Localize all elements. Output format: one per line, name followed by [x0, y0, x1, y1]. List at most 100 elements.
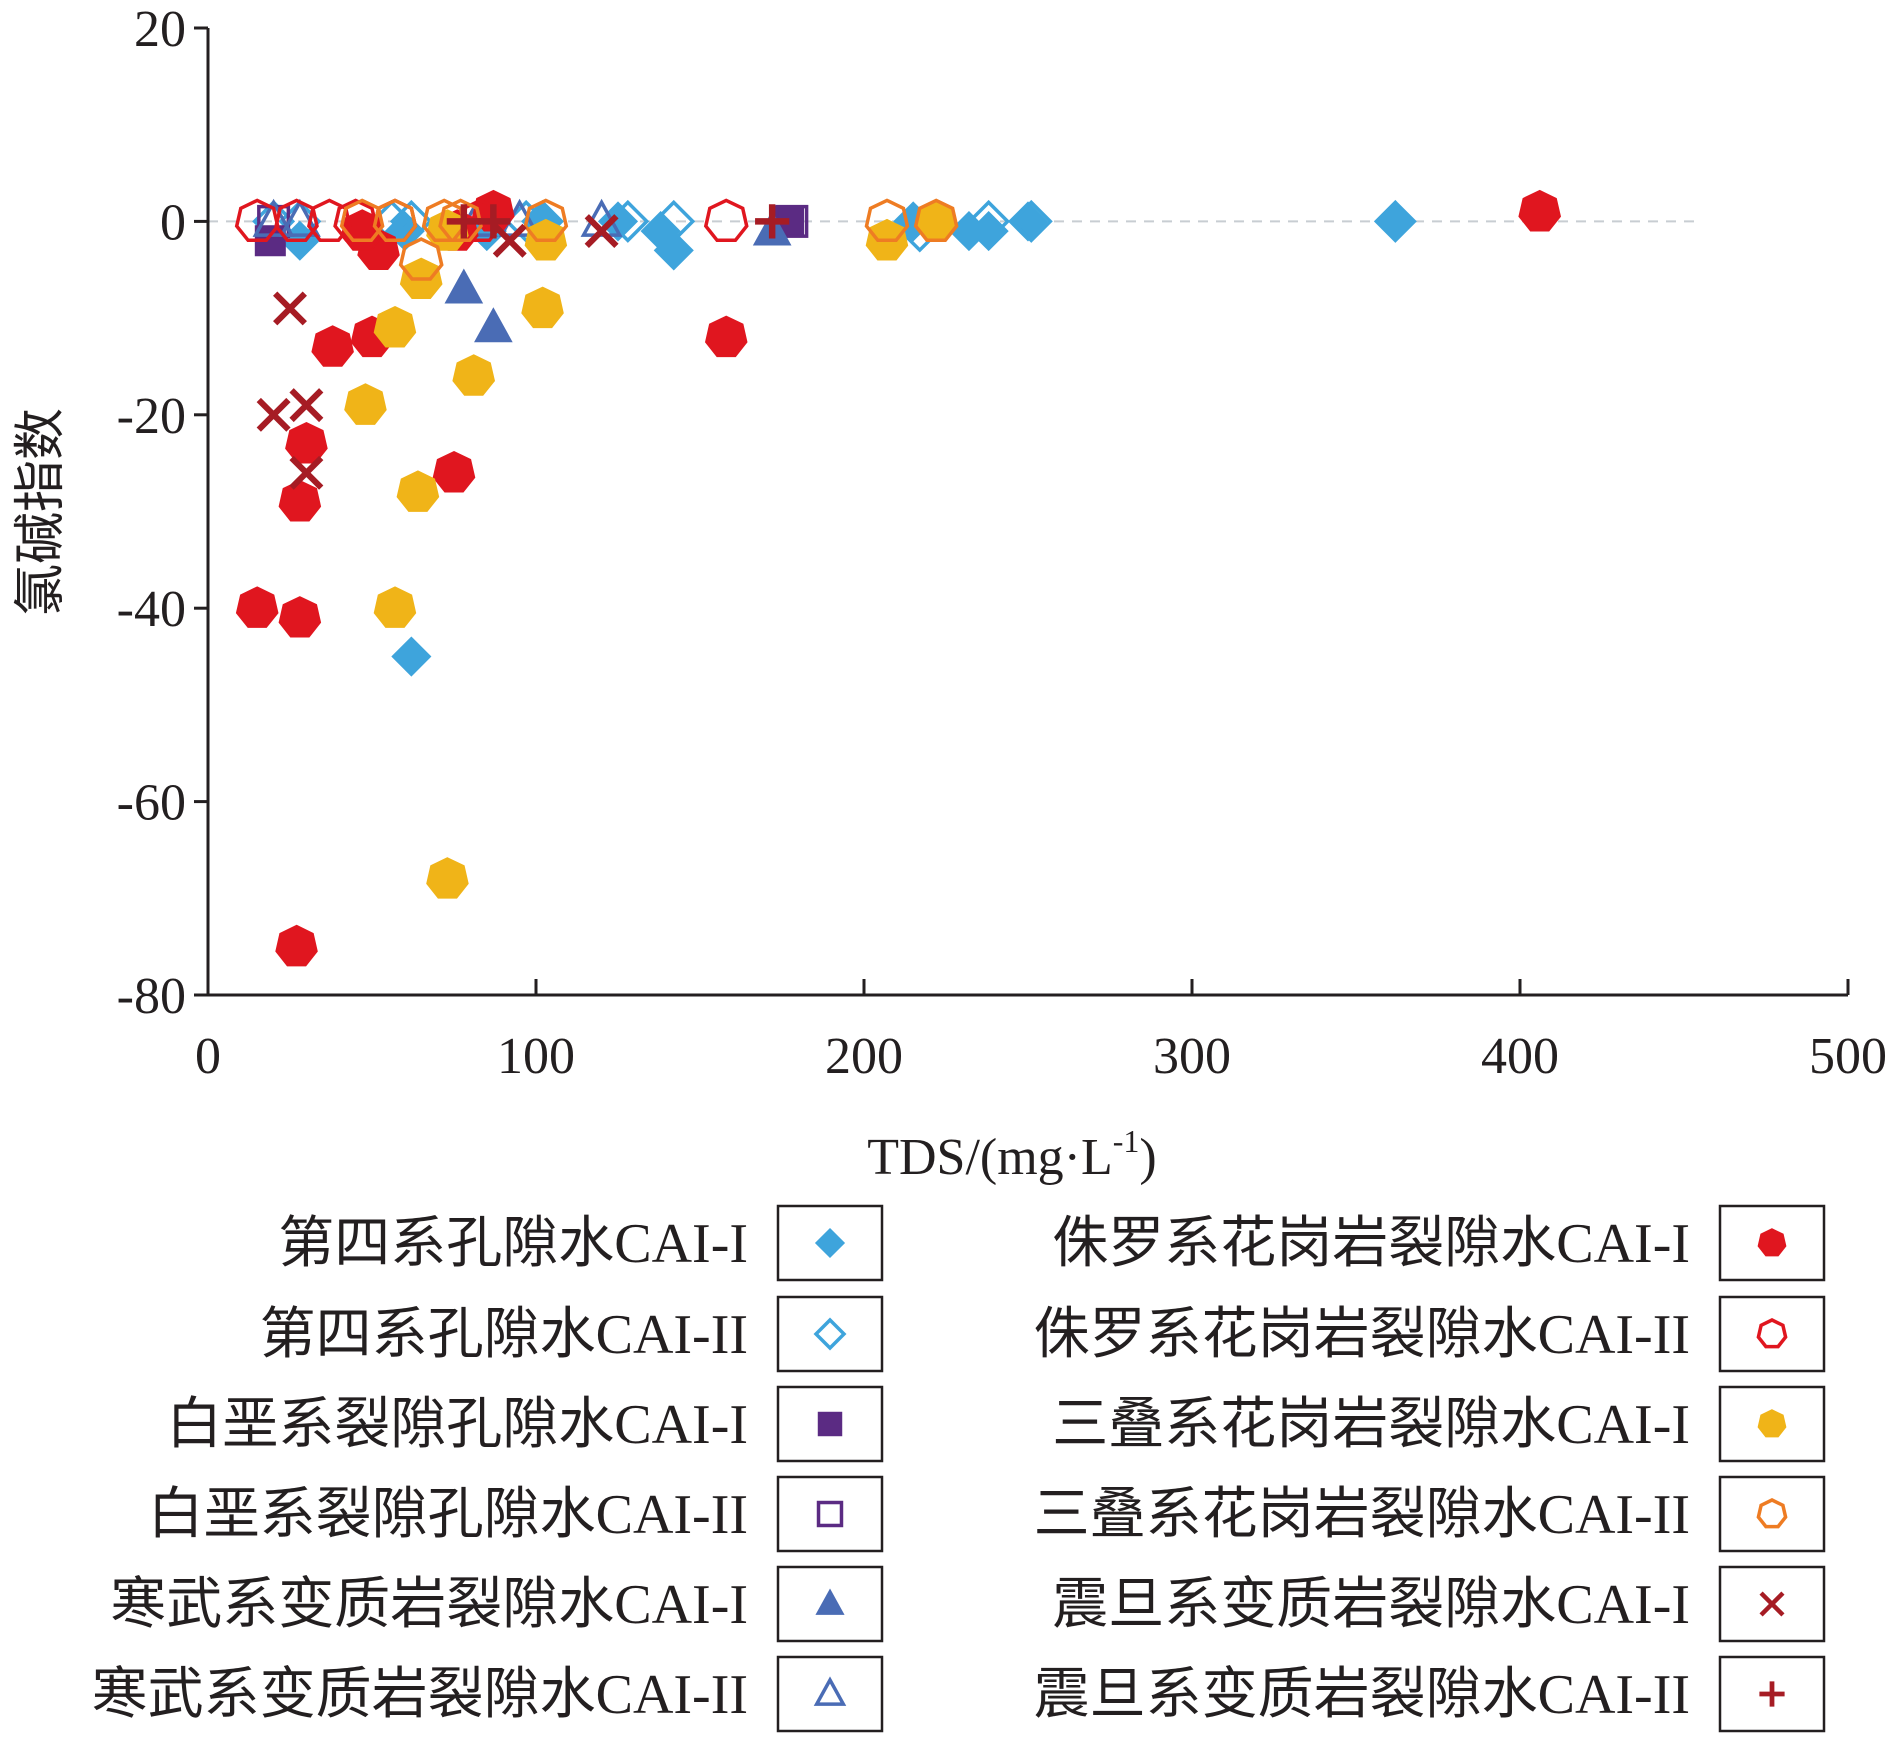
legend-marker: [1759, 1591, 1785, 1617]
data-point: [652, 199, 696, 243]
data-point: [273, 291, 307, 326]
legend-label: 震旦系变质岩裂隙水CAI-II: [1034, 1664, 1690, 1726]
legend-item: 白垩系裂隙孔隙水CAI-I: [166, 1385, 884, 1463]
legend-marker: [814, 1227, 846, 1259]
legend-item: 第四系孔隙水CAI-I: [278, 1204, 884, 1282]
data-point: [285, 421, 328, 464]
data-point: [967, 199, 1011, 243]
x-tick-label: 500: [1809, 1028, 1887, 1085]
legend-label: 三叠系花岗岩裂隙水CAI-I: [1052, 1394, 1690, 1456]
legend-item: 震旦系变质岩裂隙水CAI-I: [1052, 1565, 1826, 1643]
series-group: [446, 204, 790, 239]
data-point: [372, 198, 418, 243]
y-tick-label: 20: [134, 1, 186, 58]
data-point: [278, 479, 322, 522]
data-point: [373, 305, 417, 348]
data-point: [234, 198, 280, 243]
data-point: [521, 286, 564, 329]
data-point: [913, 198, 959, 243]
data-point: [391, 636, 432, 677]
data-point: [704, 315, 748, 358]
x-tick-label: 300: [1153, 1028, 1231, 1085]
legend-item: 寒武系变质岩裂隙水CAI-II: [92, 1655, 884, 1733]
x-tick-label: 100: [497, 1028, 575, 1085]
y-axis-title: 氯碱指数: [13, 408, 70, 616]
legend-label: 第四系孔隙水CAI-I: [278, 1213, 748, 1275]
y-tick-label: -20: [117, 388, 186, 445]
legend-item: 侏罗系花岗岩裂隙水CAI-I: [1052, 1204, 1826, 1282]
data-point: [1375, 201, 1416, 242]
data-point: [235, 586, 279, 628]
data-point: [344, 383, 387, 425]
legend-label: 寒武系变质岩裂隙水CAI-II: [92, 1664, 748, 1726]
legend-label: 三叠系花岗岩裂隙水CAI-II: [1034, 1484, 1690, 1546]
legend: 第四系孔隙水CAI-I 第四系孔隙水CAI-II 白垩系裂隙孔隙水CAI-I 白垩系裂…: [92, 1204, 1826, 1733]
legend-swatch-box: [1718, 1295, 1826, 1373]
legend-label: 白垩系裂隙孔隙水CAI-I: [166, 1394, 748, 1456]
data-point: [396, 470, 440, 512]
data-point: [584, 214, 619, 249]
data-point: [1007, 201, 1049, 242]
series-group: [235, 189, 1562, 967]
data-point: [755, 204, 790, 239]
data-point: [278, 596, 322, 638]
y-tick-label: -80: [117, 968, 186, 1025]
data-point: [289, 388, 324, 423]
legend-marker: [815, 1588, 845, 1615]
data-points: [234, 189, 1562, 967]
legend-swatch-box: [776, 1295, 884, 1373]
legend-label: 第四系孔隙水CAI-II: [260, 1304, 748, 1366]
y-tick-label: 0: [160, 194, 186, 251]
legend-label: 侏罗系花岗岩裂隙水CAI-I: [1052, 1213, 1690, 1275]
legend-label: 白垩系裂隙孔隙水CAI-II: [148, 1484, 748, 1546]
legend-marker: [813, 1676, 847, 1706]
data-point: [653, 230, 694, 271]
legend-item: 寒武系变质岩裂隙水CAI-I: [110, 1565, 884, 1643]
legend-label: 寒武系变质岩裂隙水CAI-I: [110, 1574, 748, 1636]
legend-marker: [1756, 1318, 1788, 1349]
data-point: [492, 223, 527, 258]
data-point: [703, 198, 749, 243]
series-group: [256, 214, 619, 490]
legend-marker: [816, 1500, 844, 1528]
legend-swatch-box: [776, 1385, 884, 1463]
legend-item: 白垩系裂隙孔隙水CAI-II: [148, 1475, 884, 1553]
data-point: [476, 204, 511, 239]
legend-swatch-box: [776, 1655, 884, 1733]
tick-layer: 200-20-40-60-800 100 200 300 400 500: [117, 1, 1887, 1085]
data-point: [256, 397, 291, 432]
data-point: [444, 268, 484, 304]
y-tick-label: -40: [117, 581, 186, 638]
x-tick-label: 200: [825, 1028, 903, 1085]
legend-marker: [1757, 1409, 1787, 1438]
legend-marker: [817, 1411, 843, 1437]
legend-marker: [1759, 1681, 1785, 1707]
data-point: [1373, 199, 1417, 243]
data-point: [389, 199, 433, 243]
legend-item: 震旦系变质岩裂隙水CAI-II: [1034, 1655, 1826, 1733]
data-point: [426, 857, 469, 899]
data-point: [446, 204, 481, 239]
axes: [206, 28, 1848, 997]
data-point: [311, 325, 354, 367]
legend-marker: [813, 1317, 847, 1351]
legend-marker: [1757, 1228, 1787, 1257]
series-group: [344, 199, 958, 899]
data-point: [432, 450, 476, 493]
x-tick-label: 0: [195, 1028, 221, 1085]
x-tick-label: 400: [1481, 1028, 1559, 1085]
legend-item: 侏罗系花岗岩裂隙水CAI-II: [1034, 1295, 1826, 1373]
legend-marker: [1756, 1498, 1788, 1529]
data-point: [438, 198, 483, 243]
data-point: [1518, 189, 1562, 232]
data-point: [474, 307, 513, 343]
data-point: [289, 455, 324, 490]
data-point: [864, 198, 910, 243]
data-point: [452, 354, 496, 396]
data-point: [968, 211, 1009, 252]
legend-swatch-box: [776, 1475, 884, 1553]
legend-item: 三叠系花岗岩裂隙水CAI-I: [1052, 1385, 1826, 1463]
y-tick-label: -60: [117, 775, 186, 832]
data-point: [398, 237, 444, 281]
